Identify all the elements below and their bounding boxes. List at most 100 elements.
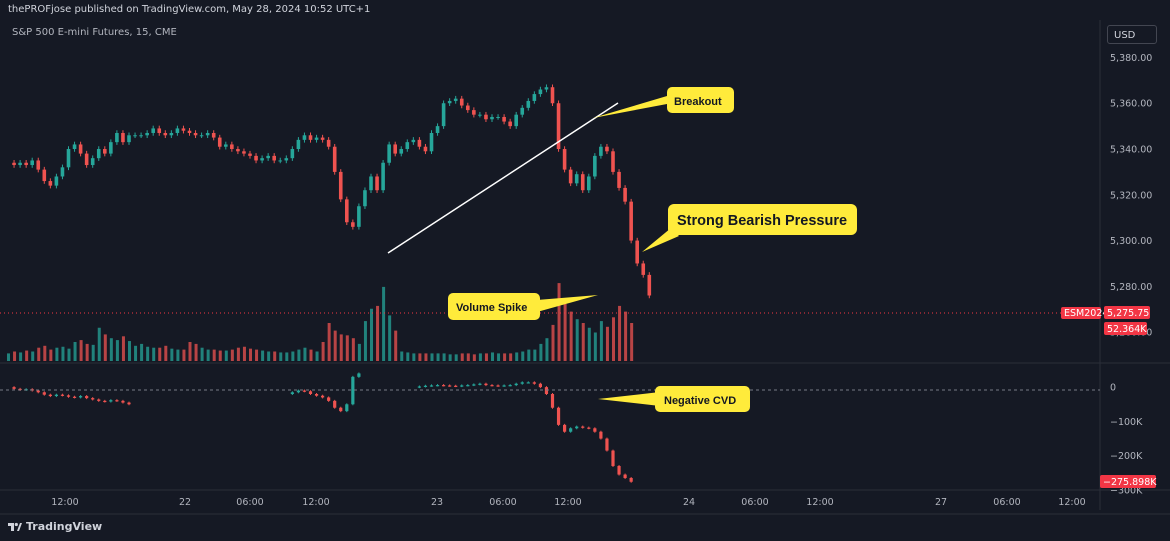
cvd-candle — [617, 466, 621, 475]
volume-bar — [382, 286, 386, 361]
cvd-candle — [115, 400, 119, 402]
cvd-candle — [339, 407, 343, 412]
price-candle — [332, 146, 337, 172]
volume-bar — [188, 342, 192, 361]
volume-bar — [109, 338, 113, 361]
time-tick-label: 12:00 — [51, 497, 78, 508]
price-candle — [351, 222, 355, 227]
cvd-candle — [435, 385, 440, 387]
cvd-candle — [514, 383, 518, 386]
volume-bar — [478, 353, 482, 361]
price-candle — [520, 107, 525, 115]
price-candle — [163, 132, 168, 136]
volume-bar — [370, 308, 373, 361]
price-candle — [187, 130, 192, 133]
cvd-candle — [544, 387, 549, 394]
price-candle — [429, 132, 434, 152]
price-candle — [532, 94, 537, 101]
volume-bar — [103, 334, 107, 361]
cvd-candle — [581, 426, 585, 428]
volume-bar — [503, 353, 507, 361]
price-candle — [90, 158, 95, 166]
price-candle — [78, 144, 83, 154]
price-tick-label: 5,360.00 — [1110, 99, 1152, 110]
cvd-axis[interactable]: 0 −100K −200K −300K — [1110, 383, 1143, 497]
cvd-candle — [429, 385, 434, 387]
volume-bar — [345, 335, 349, 361]
annotation-breakout[interactable]: Breakout — [593, 87, 734, 118]
price-candle — [550, 87, 555, 104]
price-candle — [453, 98, 458, 101]
volume-bar — [527, 349, 531, 361]
cvd-value-tag: −275.898K — [1100, 475, 1157, 488]
price-candle — [12, 162, 16, 166]
volume-bar — [569, 311, 573, 361]
price-candle — [574, 174, 579, 184]
trendline[interactable] — [387, 102, 619, 254]
price-candle — [254, 155, 258, 161]
price-tick-label: 5,380.00 — [1110, 53, 1152, 64]
volume-bar — [303, 347, 307, 361]
time-tick-label: 06:00 — [236, 497, 263, 508]
volume-bar — [291, 351, 295, 361]
cvd-candle — [466, 385, 470, 387]
annotation-negative-cvd[interactable]: Negative CVD — [598, 386, 750, 412]
price-candle — [66, 149, 71, 168]
cvd-candle — [575, 426, 579, 429]
price-candle — [42, 169, 47, 182]
time-tick-label: 12:00 — [806, 497, 833, 508]
tradingview-brand[interactable]: TradingView — [8, 520, 102, 533]
symbol-title[interactable]: S&P 500 E-mini Futures, 15, CME — [12, 27, 177, 38]
volume-bar — [551, 324, 555, 361]
volume-bar — [418, 353, 422, 361]
volume-bar — [55, 347, 59, 361]
cvd-candle — [520, 382, 524, 384]
price-candle — [199, 135, 204, 137]
cvd-candle — [60, 394, 65, 396]
price-candle — [357, 206, 361, 227]
annotation-volume-spike[interactable]: Volume Spike — [448, 293, 598, 320]
tradingview-logo-icon — [8, 522, 22, 531]
price-candle — [508, 121, 512, 127]
price-candle — [599, 146, 603, 156]
cvd-candle — [526, 382, 530, 384]
volume-bar — [363, 321, 367, 361]
time-tick-label: 27 — [935, 497, 947, 508]
price-candle — [103, 149, 107, 154]
price-candle — [411, 139, 416, 143]
price-tick-label: 5,320.00 — [1110, 190, 1152, 201]
price-candle — [568, 169, 573, 184]
annotation-bearish-pressure-text: Strong Bearish Pressure — [677, 213, 847, 229]
price-candle — [18, 162, 22, 166]
cvd-candle — [587, 427, 591, 429]
price-candle — [48, 181, 53, 186]
currency-button[interactable]: USD — [1107, 25, 1157, 44]
price-candle — [133, 135, 137, 137]
volume-bar — [13, 351, 17, 361]
price-axis[interactable]: 5,380.00 5,360.00 5,340.00 5,320.00 5,300.00… — [1110, 53, 1152, 339]
volume-bar — [605, 326, 609, 361]
volume-bar — [539, 343, 543, 361]
time-axis[interactable]: 12:00 22 06:00 12:00 23 06:00 12:00 24 06:00 12:0… — [51, 497, 1085, 508]
price-candle — [72, 144, 77, 150]
price-candle — [375, 176, 379, 191]
annotation-bearish-pressure[interactable]: Strong Bearish Pressure — [642, 204, 857, 252]
price-candle — [181, 128, 186, 131]
volume-bar — [19, 352, 23, 361]
cvd-candle — [42, 392, 46, 395]
volume-bar — [218, 350, 222, 361]
volume-tag-text: 52.364K — [1107, 324, 1147, 335]
cvd-candle — [48, 394, 52, 397]
price-candle — [478, 114, 482, 116]
cvd-candle — [54, 394, 58, 397]
price-candle — [345, 199, 349, 223]
price-candle — [30, 160, 34, 166]
cvd-candle — [496, 385, 500, 387]
cvd-candle — [357, 373, 361, 377]
cvd-candle — [502, 385, 506, 387]
time-tick-label: 12:00 — [1058, 497, 1085, 508]
cvd-tick-label: −200K — [1110, 451, 1143, 462]
price-candle — [266, 155, 270, 159]
tradingview-brand-text: TradingView — [26, 520, 103, 533]
